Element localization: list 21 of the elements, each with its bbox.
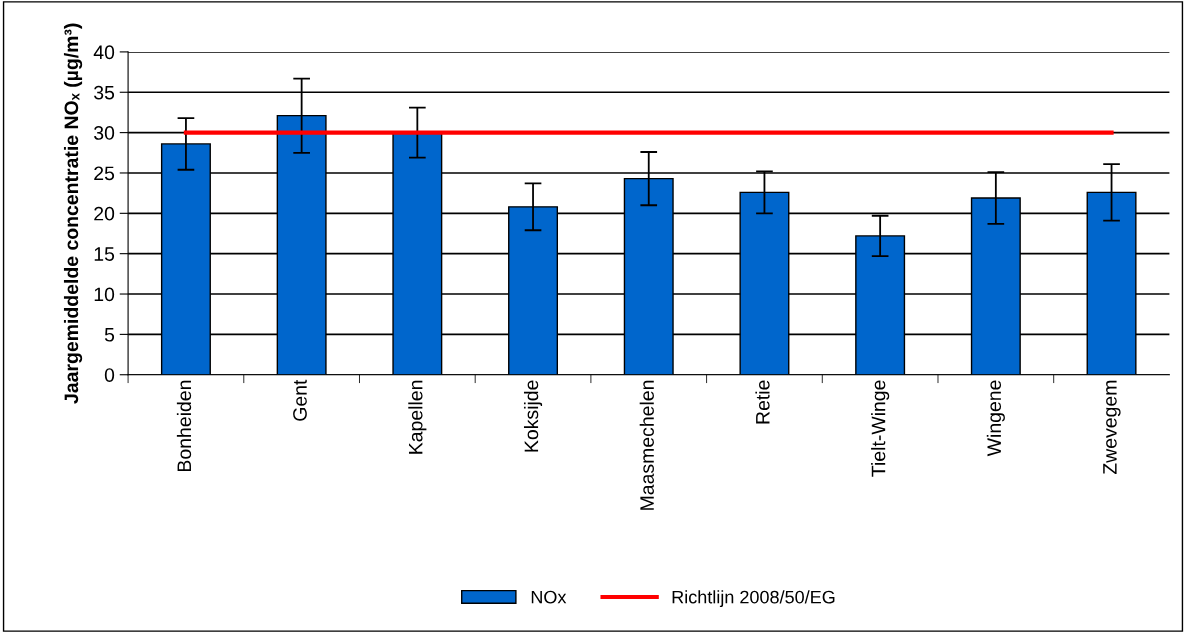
x-tick-label: Maasmechelen <box>639 380 654 510</box>
y-tick-label: 30 <box>94 126 115 140</box>
legend-label: NOx <box>531 590 567 604</box>
y-tick-label: 40 <box>93 45 115 60</box>
y-tick-label: 5 <box>104 328 115 342</box>
y-tick-label: 10 <box>94 287 115 302</box>
y-tick-label: 20 <box>94 206 115 221</box>
x-tick-label: Kapellen <box>408 380 427 454</box>
x-tick-label: Retie <box>755 380 770 424</box>
y-tick-label: 25 <box>94 166 115 181</box>
legend-label: Richtlijn 2008/50/EG <box>672 590 835 608</box>
x-tick-label: Koksijde <box>523 380 543 452</box>
x-tick-label: Tielt-Winge <box>871 380 890 477</box>
x-tick-label: Zwevegem <box>1103 380 1121 475</box>
x-tick-label: Gent <box>293 379 307 421</box>
x-tick-label: Bonheiden <box>176 380 192 471</box>
y-tick-label: 35 <box>94 85 115 100</box>
y-tick-label: 0 <box>104 368 115 382</box>
y-axis-title: Jaargemiddelde concentratie NOₓ (µg/m³) <box>63 23 83 404</box>
x-tick-label: Wingene <box>986 380 1005 457</box>
y-tick-label: 15 <box>94 247 115 261</box>
